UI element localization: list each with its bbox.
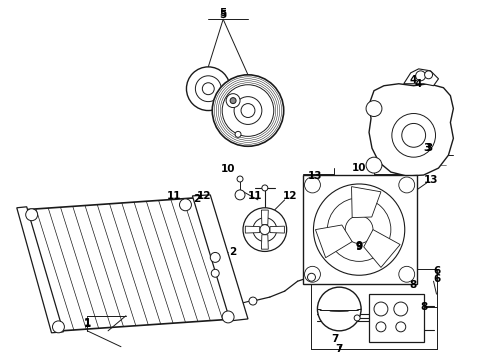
Text: 10: 10	[220, 163, 235, 174]
Polygon shape	[351, 186, 381, 217]
Polygon shape	[261, 210, 269, 224]
Circle shape	[262, 185, 268, 191]
Circle shape	[230, 98, 236, 104]
Polygon shape	[369, 84, 453, 176]
Text: 1: 1	[83, 318, 91, 328]
Circle shape	[314, 184, 405, 275]
Text: 12: 12	[282, 191, 297, 201]
Circle shape	[210, 252, 220, 262]
Text: 7: 7	[336, 344, 343, 354]
Text: 9: 9	[356, 241, 363, 251]
Text: 10: 10	[352, 163, 367, 173]
Circle shape	[402, 123, 426, 147]
Polygon shape	[193, 195, 248, 321]
Circle shape	[327, 198, 391, 261]
Polygon shape	[24, 198, 235, 331]
Circle shape	[318, 287, 361, 331]
Circle shape	[234, 96, 262, 125]
Circle shape	[235, 190, 245, 200]
Circle shape	[305, 177, 320, 193]
Circle shape	[376, 322, 386, 332]
Circle shape	[187, 67, 230, 111]
Text: 2: 2	[229, 247, 237, 257]
Polygon shape	[316, 225, 352, 258]
Circle shape	[222, 85, 274, 136]
Circle shape	[52, 321, 64, 333]
Text: 7: 7	[331, 334, 339, 344]
Circle shape	[392, 113, 436, 157]
Circle shape	[241, 104, 255, 117]
Circle shape	[394, 302, 408, 316]
Text: 5: 5	[220, 10, 227, 20]
Polygon shape	[404, 69, 439, 86]
Circle shape	[237, 176, 243, 182]
Text: 8: 8	[409, 280, 416, 291]
Circle shape	[222, 311, 234, 323]
Text: 3: 3	[424, 143, 431, 153]
Text: 4: 4	[415, 79, 422, 89]
Circle shape	[305, 266, 320, 282]
Circle shape	[399, 177, 415, 193]
Text: 12: 12	[196, 191, 211, 201]
Text: 2: 2	[194, 194, 201, 204]
Polygon shape	[261, 235, 269, 249]
Bar	[302, 175, 416, 284]
Circle shape	[196, 76, 221, 102]
Bar	[369, 294, 424, 342]
Text: 3: 3	[425, 143, 432, 153]
Circle shape	[25, 209, 38, 221]
Circle shape	[399, 266, 415, 282]
Circle shape	[253, 218, 277, 242]
Circle shape	[374, 302, 388, 316]
Text: 1: 1	[84, 319, 91, 329]
Text: 4: 4	[409, 75, 416, 85]
Polygon shape	[245, 226, 260, 233]
Circle shape	[354, 315, 360, 321]
Polygon shape	[270, 226, 284, 233]
Circle shape	[366, 100, 382, 117]
Circle shape	[396, 322, 406, 332]
Circle shape	[260, 225, 270, 235]
Circle shape	[243, 208, 287, 251]
Circle shape	[211, 269, 219, 277]
Circle shape	[249, 297, 257, 305]
Text: 6: 6	[433, 274, 440, 284]
Text: 13: 13	[424, 175, 439, 185]
Text: 8: 8	[420, 302, 427, 312]
Polygon shape	[364, 230, 400, 267]
Text: 9: 9	[356, 243, 363, 252]
Circle shape	[212, 75, 284, 146]
Circle shape	[235, 131, 241, 137]
Circle shape	[425, 71, 433, 79]
Circle shape	[179, 199, 192, 211]
Text: 11: 11	[167, 191, 182, 201]
Circle shape	[308, 273, 316, 281]
Text: 13: 13	[308, 171, 323, 181]
Polygon shape	[17, 207, 63, 333]
Circle shape	[226, 94, 240, 108]
Text: 6: 6	[434, 266, 441, 276]
Circle shape	[366, 157, 382, 173]
Text: 11: 11	[247, 191, 262, 201]
Circle shape	[416, 71, 426, 81]
Text: 5: 5	[220, 8, 227, 18]
Circle shape	[345, 216, 373, 243]
Circle shape	[202, 83, 214, 95]
